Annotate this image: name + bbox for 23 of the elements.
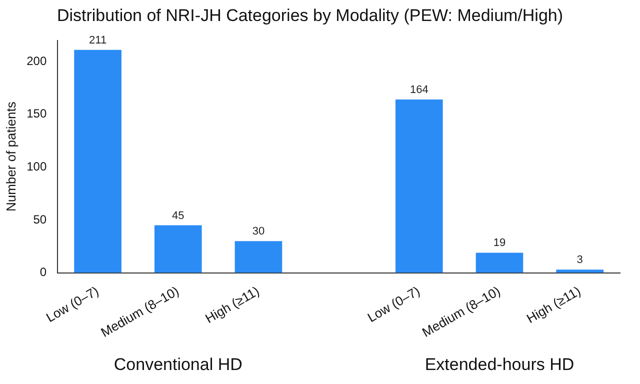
bar [556,270,604,273]
bar [395,100,443,273]
x-tick-label: High (≥11) [202,283,262,326]
y-tick-label: 150 [26,106,47,121]
x-tick-label: High (≥11) [524,283,584,326]
y-tick-label: 200 [26,54,47,68]
y-tick-label: 100 [26,159,47,174]
data-label: 45 [172,210,184,222]
y-axis-title: Number of patients [3,101,18,212]
data-label: 3 [576,254,583,266]
data-label: 164 [410,84,428,96]
bar [154,225,202,273]
text: Conventional HD [114,355,242,374]
bar [234,241,282,273]
y-tick-label: 50 [33,212,47,226]
data-label: 30 [252,226,265,238]
data-label: 19 [493,237,506,250]
chart-title: Distribution of NRI-JH Categories by Modality (PEW: Medium/High) [56,6,564,25]
text: Extended-hours HD [424,355,574,374]
y-tick-label: 0 [40,265,47,280]
bar [476,252,524,273]
data-label: 211 [89,34,107,46]
bar [74,50,122,273]
